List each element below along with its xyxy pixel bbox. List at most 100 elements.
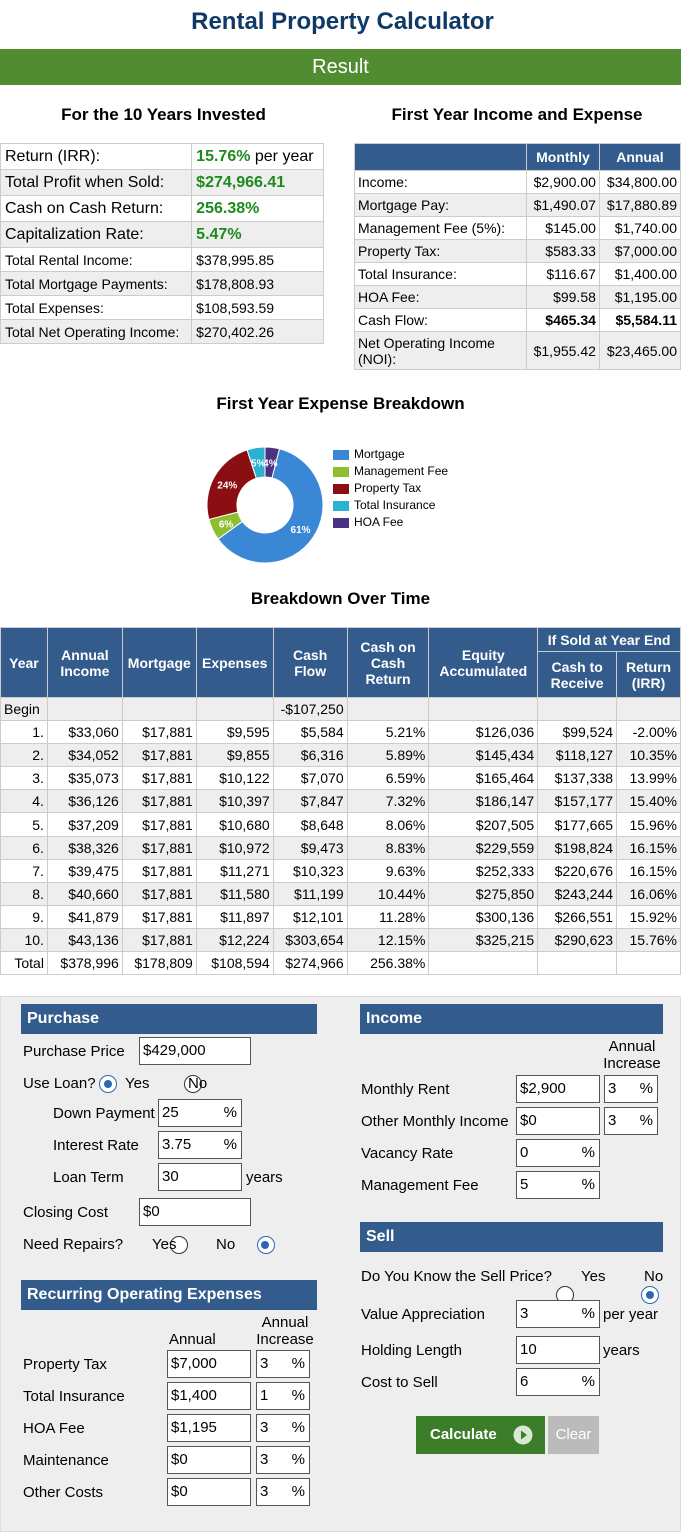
donut-slice-label: 4% [263,458,278,469]
sell-header: Sell [360,1222,663,1252]
appreciation-input[interactable]: 3% [516,1300,600,1328]
play-arrow-icon [513,1425,533,1445]
use-loan-yes-radio[interactable] [99,1075,117,1094]
donut-slice-label: 6% [219,519,234,530]
donut-slice-mortgage [217,448,324,564]
recurring-value-input[interactable]: $1,195 [167,1414,251,1442]
donut-slice-label: 61% [291,525,311,536]
recurring-label: Maintenance [23,1452,109,1469]
breakdown-cell: -2.00% [616,720,681,745]
breakdown-cell: 16.15% [616,835,681,860]
recurring-increase-input[interactable]: 1% [256,1382,310,1410]
vacancy-rate-input[interactable]: 0% [516,1139,600,1167]
breakdown-cell: $118,127 [537,743,618,768]
breakdown-cell [428,696,539,722]
breakdown-cell: $33,060 [46,720,123,745]
recurring-value-input[interactable]: $1,400 [167,1382,251,1410]
summary-value: $108,593.59 [191,295,324,320]
breakdown-cell: $178,809 [121,951,197,976]
purchase-price-input[interactable]: $429,000 [139,1037,251,1065]
calculate-button[interactable]: Calculate [416,1416,545,1454]
breakdown-cell: $17,881 [121,881,197,906]
breakdown-cell: 8.83% [346,835,430,860]
use-loan-label: Use Loan? [23,1075,96,1092]
recurring-value-input[interactable]: $0 [167,1478,251,1506]
breakdown-cell: $17,881 [121,789,197,814]
legend-label: Property Tax [354,481,422,495]
down-payment-input[interactable]: 25% [158,1099,242,1127]
appreciation-unit: per year [603,1306,659,1323]
breakdown-cell: $165,464 [428,766,539,791]
breakdown-cell: $177,665 [537,812,618,837]
legend-label: Total Insurance [354,498,436,512]
summary-value: $178,808.93 [191,271,324,296]
recurring-value-input[interactable]: $7,000 [167,1350,251,1378]
recurring-increase-input[interactable]: 3% [256,1350,310,1378]
breakdown-row: Begin -$107,250 [0,696,681,722]
breakdown-cell: $275,850 [428,881,539,906]
fy-label: Cash Flow: [354,308,527,332]
first-year-table: Monthly Annual Income: $2,900.00 $34,800.00… [354,143,682,370]
other-income-increase-input[interactable]: 3% [604,1107,658,1135]
breakdown-cell: $34,052 [46,743,123,768]
loan-term-input[interactable]: 30 [158,1163,242,1191]
interest-rate-input[interactable]: 3.75% [158,1131,242,1159]
recurring-header: Recurring Operating Expenses [21,1280,317,1310]
repairs-no-label: No [216,1236,236,1253]
summary-label: Capitalization Rate: [0,221,193,248]
use-loan-no-label: No [188,1075,208,1092]
breakdown-cell: $17,881 [121,858,197,883]
summary-heading: For the 10 Years Invested [61,105,266,124]
sell-price-no-radio[interactable] [641,1286,660,1305]
breakdown-cell: $10,680 [195,812,274,837]
breakdown-cell: $12,224 [195,927,274,953]
breakdown-row: 2. $34,052 $17,881 $9,855 $6,316 5.89% $145,43… [0,743,681,768]
closing-cost-input[interactable]: $0 [139,1198,251,1226]
recurring-label: Property Tax [23,1356,107,1373]
breakdown-cell: $325,215 [428,927,539,953]
loan-term-unit: years [246,1169,283,1186]
repairs-no-radio[interactable] [256,1236,275,1255]
management-fee-input[interactable]: 5% [516,1171,600,1199]
rent-increase-input[interactable]: 3% [604,1075,658,1103]
legend-swatch [333,449,349,460]
summary-value: $274,966.41 [191,169,324,196]
legend-swatch [333,517,349,528]
breakdown-cell: 11.28% [346,904,430,929]
breakdown-cell: $17,881 [121,720,197,745]
breakdown-cell: 10.35% [616,743,681,768]
clear-button[interactable]: Clear [548,1416,599,1454]
recurring-increase-input[interactable]: 3% [256,1446,310,1474]
legend-label: Mortgage [354,447,405,461]
breakdown-cell: 15.92% [616,904,681,929]
cost-to-sell-input[interactable]: 6% [516,1368,600,1396]
col-monthly: Monthly [526,143,600,171]
monthly-rent-input[interactable]: $2,900 [516,1075,600,1103]
fy-monthly: $583.33 [526,239,600,263]
breakdown-cell: $39,475 [46,858,123,883]
recurring-increase-input[interactable]: 3% [256,1414,310,1442]
management-fee-label: Management Fee [361,1177,479,1194]
fy-label: HOA Fee: [354,285,527,309]
recurring-increase-input[interactable]: 3% [256,1478,310,1506]
breakdown-cell: $220,676 [537,858,618,883]
breakdown-cell: $35,073 [46,766,123,791]
repairs-yes-radio[interactable] [170,1236,189,1255]
breakdown-cell: $10,397 [195,789,274,814]
holding-length-input[interactable]: 10 [516,1336,600,1364]
breakdown-row: 10. $43,136 $17,881 $12,224 $303,654 12.15% $3… [0,927,681,953]
recurring-value-input[interactable]: $0 [167,1446,251,1474]
recurring-label: Total Insurance [23,1388,125,1405]
breakdown-cell [46,696,123,722]
col-annual-label: Annual [169,1331,216,1348]
use-loan-no-radio[interactable] [184,1075,203,1094]
breakdown-cell: 16.06% [616,881,681,906]
fy-label: Net Operating Income (NOI): [354,331,527,370]
fy-label: Property Tax: [354,239,527,263]
breakdown-cell: $229,559 [428,835,539,860]
other-income-input[interactable]: $0 [516,1107,600,1135]
breakdown-cell: 9. [0,904,48,929]
breakdown-cell: $186,147 [428,789,539,814]
breakdown-cell: $243,244 [537,881,618,906]
breakdown-cell [195,696,274,722]
